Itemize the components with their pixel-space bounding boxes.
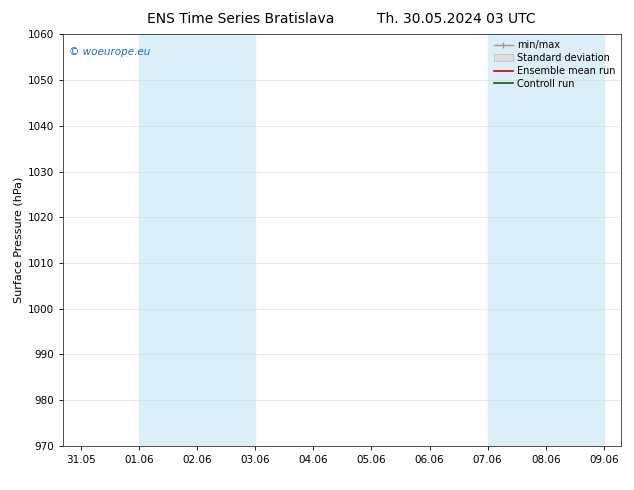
Bar (139, 34, 255, 446)
Bar (488, 34, 604, 446)
Legend: min/max, Standard deviation, Ensemble mean run, Controll run: min/max, Standard deviation, Ensemble me… (489, 36, 619, 93)
Y-axis label: Surface Pressure (hPa): Surface Pressure (hPa) (14, 177, 24, 303)
Text: Th. 30.05.2024 03 UTC: Th. 30.05.2024 03 UTC (377, 12, 536, 26)
Text: ENS Time Series Bratislava: ENS Time Series Bratislava (147, 12, 335, 26)
Text: © woeurope.eu: © woeurope.eu (69, 47, 150, 57)
